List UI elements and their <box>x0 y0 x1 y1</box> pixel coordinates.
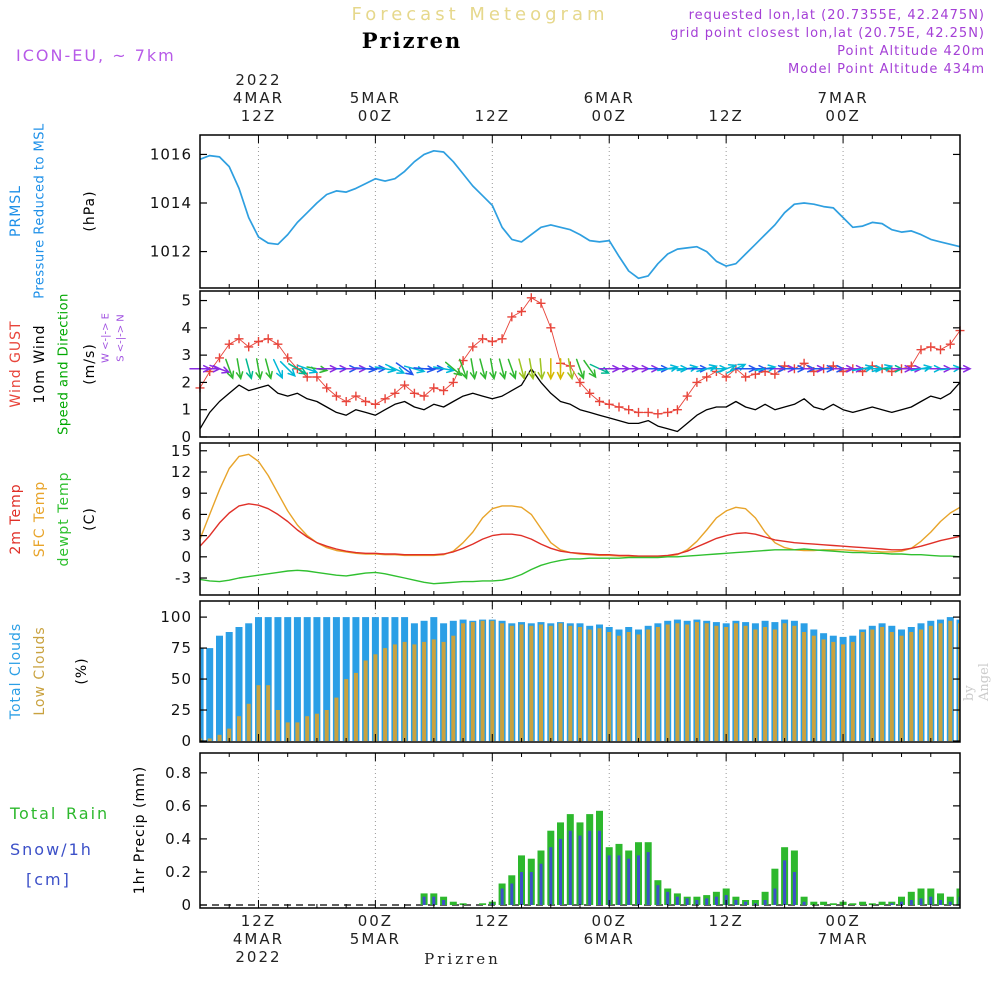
svg-text:0: 0 <box>181 428 192 446</box>
svg-text:6: 6 <box>181 505 192 523</box>
temp-sfc-label: SFC Temp <box>32 480 48 558</box>
svg-text:0.4: 0.4 <box>165 830 192 848</box>
svg-text:12Z: 12Z <box>475 912 510 930</box>
model-point-altitude: Model Point Altitude 434m <box>788 62 985 77</box>
svg-text:00Z: 00Z <box>825 912 860 930</box>
grid-point-coords: grid point closest lon,lat (20.75E, 42.2… <box>670 26 985 41</box>
total-clouds-label: Total Clouds <box>8 622 24 720</box>
svg-text:75: 75 <box>171 639 192 657</box>
svg-text:12Z: 12Z <box>241 107 276 125</box>
c-unit-label: (C) <box>82 507 98 531</box>
svg-text:12Z: 12Z <box>708 912 743 930</box>
svg-text:7MAR: 7MAR <box>817 930 868 948</box>
svg-text:100: 100 <box>160 608 192 626</box>
precip-snow-label: Snow/1h <box>10 840 93 859</box>
pressure-axis-title: Pressure Reduced to MSL <box>32 123 48 299</box>
point-altitude: Point Altitude 420m <box>837 44 985 59</box>
footer-station: Prizren <box>424 950 501 968</box>
svg-text:4MAR: 4MAR <box>233 89 284 107</box>
forecast-title: Forecast Meteogram <box>351 4 609 25</box>
compass-we-label: W <-|-> E <box>100 313 112 363</box>
svg-text:0: 0 <box>181 548 192 566</box>
svg-text:-3: -3 <box>175 569 192 587</box>
svg-text:1: 1 <box>181 401 192 419</box>
svg-text:12Z: 12Z <box>475 107 510 125</box>
svg-text:1014: 1014 <box>150 194 192 212</box>
requested-coords: requested lon,lat (20.7355E, 42.2475N) <box>688 8 985 23</box>
svg-text:2: 2 <box>181 373 192 391</box>
compass-sn-label: S <-|-> N <box>115 314 127 362</box>
percent-unit-label: (%) <box>74 657 90 685</box>
prmsl-label: PRMSL <box>8 185 24 237</box>
ms-unit-label: (m/s) <box>82 343 98 385</box>
svg-text:12Z: 12Z <box>241 912 276 930</box>
svg-text:0: 0 <box>181 896 192 914</box>
svg-text:4MAR: 4MAR <box>233 930 284 948</box>
wind-speed-direction-label: Speed and Direction <box>56 293 72 435</box>
temp-2m-label: 2m Temp <box>8 483 24 555</box>
low-clouds-label: Low Clouds <box>32 626 48 716</box>
station-title: Prizren <box>361 28 463 53</box>
svg-text:6MAR: 6MAR <box>584 930 635 948</box>
svg-text:3: 3 <box>181 527 192 545</box>
precip-total-label: Total <box>10 804 58 823</box>
svg-text:1016: 1016 <box>150 145 192 163</box>
svg-text:7MAR: 7MAR <box>817 89 868 107</box>
wind-gust-label: Wind GUST <box>8 320 24 408</box>
svg-text:4: 4 <box>181 319 192 337</box>
svg-text:9: 9 <box>181 484 192 502</box>
svg-text:0.2: 0.2 <box>165 863 192 881</box>
svg-text:12: 12 <box>171 463 192 481</box>
svg-text:5MAR: 5MAR <box>350 930 401 948</box>
hpa-unit-label: (hPa) <box>82 190 98 232</box>
svg-text:00Z: 00Z <box>358 107 393 125</box>
svg-text:00Z: 00Z <box>592 107 627 125</box>
temp-dewpt-label: dewpt Temp <box>56 471 72 567</box>
svg-text:0: 0 <box>181 732 192 750</box>
svg-text:0.6: 0.6 <box>165 797 192 815</box>
by-angel-watermark: by Angel <box>962 663 992 701</box>
svg-text:5: 5 <box>181 292 192 310</box>
svg-text:2022: 2022 <box>235 948 281 966</box>
precip-axis-label: 1hr Precip (mm) <box>132 765 148 895</box>
svg-text:50: 50 <box>171 670 192 688</box>
precip-rain-label: Rain <box>66 804 110 823</box>
cm-unit-label: [cm] <box>26 870 71 889</box>
svg-text:5MAR: 5MAR <box>350 89 401 107</box>
svg-text:3: 3 <box>181 346 192 364</box>
wind-10m-label: 10m Wind <box>32 324 48 404</box>
svg-text:1012: 1012 <box>150 243 192 261</box>
svg-text:12Z: 12Z <box>708 107 743 125</box>
svg-text:00Z: 00Z <box>825 107 860 125</box>
svg-text:6MAR: 6MAR <box>584 89 635 107</box>
svg-text:25: 25 <box>171 701 192 719</box>
svg-text:15: 15 <box>171 442 192 460</box>
svg-text:2022: 2022 <box>235 71 281 89</box>
svg-text:00Z: 00Z <box>592 912 627 930</box>
model-label: ICON-EU, ~ 7km <box>16 46 176 65</box>
svg-text:0.8: 0.8 <box>165 764 192 782</box>
svg-text:00Z: 00Z <box>358 912 393 930</box>
